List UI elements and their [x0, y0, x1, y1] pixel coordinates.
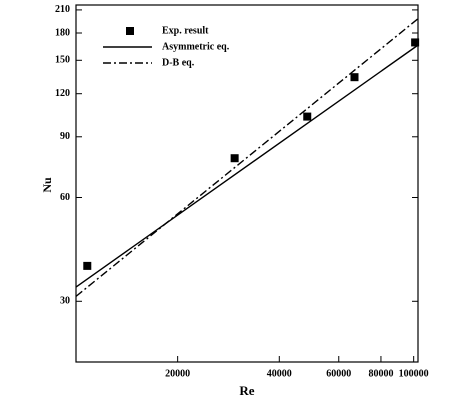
legend-label: Exp. result — [162, 25, 209, 36]
plot-frame — [75, 4, 419, 363]
data-point — [303, 112, 312, 121]
line-series — [75, 18, 419, 297]
legend-marker — [126, 27, 134, 35]
y-tick-label: 180 — [55, 27, 70, 38]
x-tick-label: 40000 — [267, 368, 292, 379]
data-point — [411, 38, 420, 47]
y-tick-label: 210 — [55, 4, 70, 15]
data-point — [350, 73, 359, 82]
x-tick-label: 60000 — [326, 368, 351, 379]
data-point — [230, 154, 239, 163]
y-tick-label: 30 — [60, 296, 70, 307]
x-tick-label: 20000 — [165, 368, 190, 379]
y-tick-label: 150 — [55, 55, 70, 66]
y-tick-label: 120 — [55, 88, 70, 99]
legend-label: D-B eq. — [162, 57, 195, 68]
legend-label: Asymmetric eq. — [162, 41, 230, 52]
x-tick-label: 100000 — [399, 368, 429, 379]
y-tick-label: 90 — [60, 131, 70, 142]
data-point — [83, 261, 92, 270]
x-axis-label: Re — [239, 383, 254, 398]
x-tick-label: 80000 — [368, 368, 393, 379]
y-tick-label: 60 — [60, 192, 70, 203]
line-series — [75, 44, 419, 288]
y-axis-label: Nu — [40, 177, 54, 193]
